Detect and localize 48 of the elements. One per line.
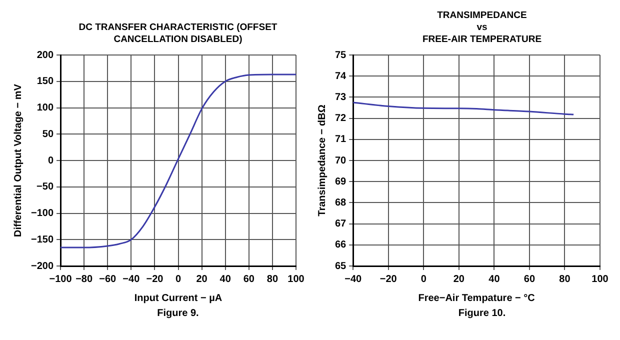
y-tick-label: 69 — [335, 176, 347, 188]
x-tick-label: 20 — [196, 274, 208, 285]
x-tick-label: 60 — [243, 274, 255, 285]
x-tick-label: −20 — [146, 274, 164, 285]
y-tick-label: 66 — [335, 240, 347, 251]
x-tick-label: 40 — [220, 274, 232, 285]
x-tick-label: 20 — [453, 274, 465, 285]
y-tick-label: 200 — [36, 50, 54, 61]
x-tick-label: 40 — [488, 274, 500, 285]
chart-title: TRANSIMPEDANCE vs FREE-AIR TEMPERATURE — [421, 10, 542, 46]
x-tick-label: −60 — [99, 274, 117, 285]
y-tick-label: 73 — [335, 92, 347, 103]
x-tick-label: −100 — [49, 274, 72, 285]
x-tick-label: 60 — [524, 274, 536, 285]
x-tick-label: 0 — [420, 274, 427, 285]
y-tick-label: 70 — [335, 155, 347, 166]
x-tick-label: 100 — [592, 274, 609, 285]
y-tick-label: 65 — [335, 260, 347, 272]
x-axis-title: Input Current − µA — [134, 292, 222, 304]
y-tick-label: 75 — [335, 50, 347, 61]
y-tick-label: −100 — [30, 208, 54, 219]
y-tick-label: 0 — [48, 155, 54, 166]
x-tick-label: 80 — [266, 274, 278, 285]
chart-title: DC TRANSFER CHARACTERISTIC (OFFSET CANCELLATION DISABLED) — [78, 22, 278, 46]
x-tick-label: 100 — [288, 274, 305, 285]
y-tick-label: −50 — [36, 182, 54, 193]
y-tick-label: 68 — [335, 197, 347, 208]
y-axis-title: Differential Output Voltage − mV — [12, 84, 24, 237]
y-tick-label: −150 — [30, 234, 54, 246]
line-series — [353, 102, 574, 116]
x-axis-title: Free−Air Tempature − °C — [418, 292, 535, 304]
y-tick-label: 71 — [335, 134, 347, 146]
x-tick-label: 80 — [559, 274, 571, 285]
x-tick-label: −20 — [380, 274, 398, 285]
y-tick-label: −200 — [30, 260, 54, 272]
x-tick-label: 0 — [175, 274, 182, 285]
y-axis-title: Transimpedance − dBΩ — [316, 104, 328, 216]
y-tick-label: 74 — [335, 70, 347, 82]
x-tick-label: −40 — [122, 274, 140, 285]
y-tick-label: 50 — [42, 128, 54, 140]
caption: Figure 9. — [156, 308, 200, 319]
y-tick-label: 150 — [36, 76, 54, 88]
x-tick-label: −40 — [344, 274, 362, 285]
caption: Figure 10. — [457, 308, 507, 319]
y-tick-label: 100 — [36, 102, 54, 114]
y-tick-label: 72 — [335, 113, 347, 124]
y-tick-label: 67 — [335, 218, 347, 230]
x-tick-label: −80 — [76, 274, 93, 285]
